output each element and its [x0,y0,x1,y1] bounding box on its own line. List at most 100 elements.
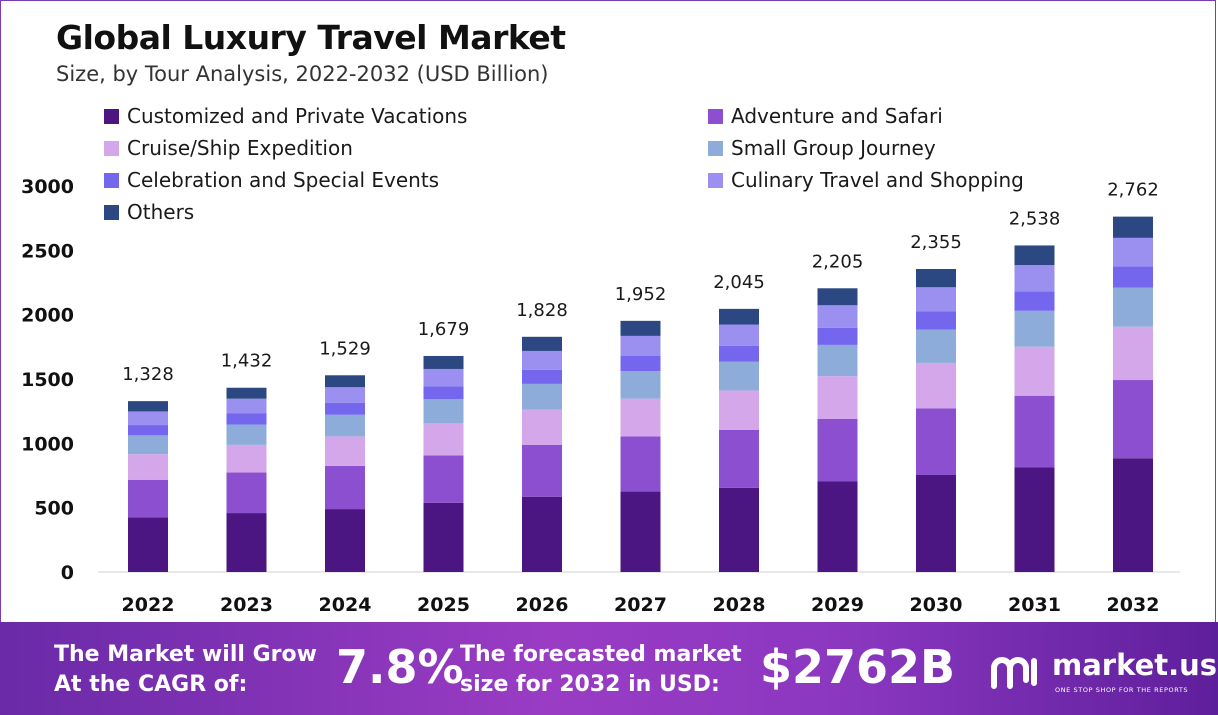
bar-segment [620,335,661,356]
legend-swatch [104,204,119,220]
bar-segment [128,479,168,518]
forecast-label-line2: size for 2032 in USD: [460,672,720,697]
bar-segment [1014,310,1055,347]
bar-segment [226,413,267,425]
bar-segment [1014,291,1055,311]
bar-segment [325,414,365,437]
legend-item-adventure: Adventure and Safari [708,104,943,128]
y-tick-label: 3000 [21,176,74,198]
legend-item-cruise: Cruise/Ship Expedition [104,136,353,160]
bar-segment [325,387,365,403]
bar-segment [325,375,365,388]
bar-segment [423,368,464,387]
total-data-label: 2,045 [713,272,765,293]
legend-item-small-group: Small Group Journey [708,136,936,160]
cagr-label-line1: The Market will Grow [54,642,317,667]
bar-segment [1014,265,1055,292]
bar-segment [128,401,168,412]
bar-segment [719,308,759,325]
legend-label: Culinary Travel and Shopping [731,168,1024,192]
x-tick-label: 2024 [319,594,372,616]
bar-segment [1113,237,1153,267]
bar-segment [719,361,759,391]
footer-banner [0,622,1218,715]
legend-label: Small Group Journey [731,136,936,160]
bar-segment [719,345,759,362]
bar-segment [522,350,562,370]
bar-segment [916,329,956,363]
y-tick-label: 1000 [21,433,74,455]
bar-segment [423,355,464,369]
cagr-label-line2: At the CAGR of: [54,672,248,697]
bar-segment [719,429,759,488]
bar-segment [916,474,956,572]
legend-label: Celebration and Special Events [127,168,440,192]
bar-segment [522,383,562,410]
logo-tagline: ONE STOP SHOP FOR THE REPORTS [1055,686,1189,694]
x-tick-label: 2027 [614,594,667,616]
logo-name: market.us [1052,648,1218,682]
forecast-label-line1: The forecasted market [460,642,742,667]
bar-segment [916,311,956,330]
y-tick-label: 0 [61,562,74,584]
total-data-label: 2,538 [1009,208,1061,229]
x-tick-label: 2030 [910,594,963,616]
legend-label: Customized and Private Vacations [127,104,468,128]
bar-segment [522,445,562,497]
x-tick-label: 2029 [811,594,864,616]
x-tick-label: 2022 [122,594,175,616]
bar-segment [226,424,267,445]
bar-segment [719,487,759,572]
legend-label: Adventure and Safari [731,104,943,128]
total-data-label: 1,952 [615,284,667,305]
total-data-label: 1,328 [122,364,174,385]
bar-segment [817,305,858,328]
bar-segment [1014,467,1055,572]
legend-swatch [104,108,119,124]
legend-label: Cruise/Ship Expedition [127,136,353,160]
y-axis: 0 500 1000 1500 2000 2500 3000 [21,176,74,584]
x-tick-label: 2026 [516,594,569,616]
x-axis: 2022 2023 2024 2025 2026 2027 2028 2029 2030 2031… [122,594,1160,616]
x-tick-label: 2031 [1008,594,1061,616]
bar-chart: 0 500 1000 1500 2000 2500 3000 1,328 1,432 1,529… [21,176,1180,616]
bar-segment [817,327,858,345]
y-tick-label: 2000 [21,305,74,327]
bar-segment [817,376,858,419]
total-data-label: 2,762 [1107,180,1159,201]
bar-segment [128,425,168,436]
x-tick-label: 2032 [1107,594,1160,616]
total-data-label: 1,828 [516,300,568,321]
bar-segment [522,496,562,572]
bar-segment [325,465,365,510]
bar-segment [1113,287,1153,327]
bar-segment [1113,458,1153,572]
legend-item-culinary: Culinary Travel and Shopping [708,168,1024,192]
x-tick-label: 2025 [417,594,470,616]
x-tick-label: 2023 [220,594,273,616]
x-tick-label: 2028 [713,594,766,616]
market-us-logo-icon [991,657,1037,689]
legend-swatch [708,108,723,124]
legend-item-others: Others [104,200,194,224]
bar-segment [128,435,168,455]
bar-segment [325,402,365,415]
cagr-value: 7.8% [336,640,464,694]
bar-stacks: 1,328 1,432 1,529 1,679 1,828 1,952 2,045 2,205… [122,180,1159,572]
bar-segment [620,371,661,399]
bar-segment [226,398,267,414]
total-data-label: 2,205 [812,251,864,272]
bar-segment [226,472,267,514]
bar-segment [817,418,858,482]
bar-segment [423,423,464,456]
bar-segment [916,408,956,475]
bar-segment [1113,216,1153,238]
legend-swatch [708,172,723,188]
total-data-label: 1,679 [418,319,470,340]
legend-swatch [104,172,119,188]
bar-segment [620,320,661,336]
bar-segment [620,436,661,492]
bar-segment [423,502,464,572]
bar-segment [817,344,858,377]
